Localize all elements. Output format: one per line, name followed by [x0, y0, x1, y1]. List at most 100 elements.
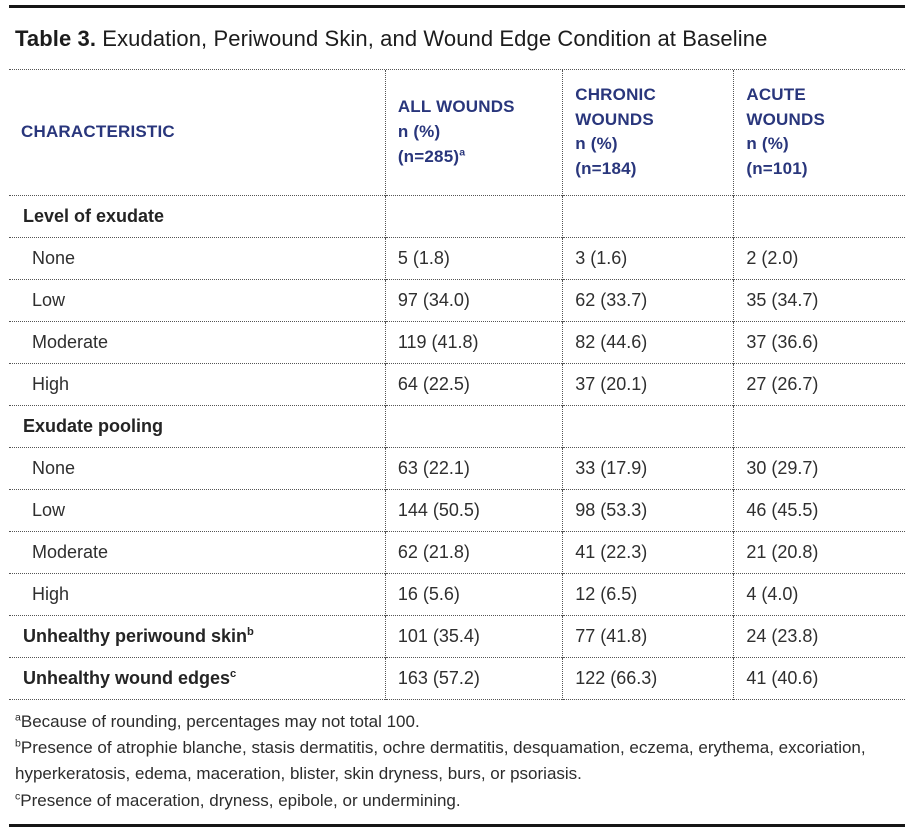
column-header-line: WOUNDS	[746, 109, 825, 129]
table-cell: 64 (22.5)	[384, 363, 563, 406]
table-row-section: Level of exudate	[9, 195, 905, 238]
table-cell	[562, 405, 734, 448]
column-header-line: ALL WOUNDS	[397, 97, 515, 117]
table-cell: 82 (44.6)	[562, 321, 734, 364]
row-label-text: Unhealthy periwound skin	[23, 625, 248, 646]
table-cell: 41 (40.6)	[733, 657, 905, 700]
column-header-label: CHARACTERISTIC	[21, 121, 175, 141]
table-cell	[384, 195, 563, 238]
table-cell	[733, 405, 905, 448]
table-number-label: Table 3.	[15, 26, 97, 51]
table-cell: 33 (17.9)	[562, 447, 734, 490]
footnote-a: aBecause of rounding, percentages may no…	[15, 709, 899, 735]
table-cell: 35 (34.7)	[733, 279, 905, 322]
row-label: None	[32, 457, 76, 478]
column-header-n: (n=101)	[746, 158, 808, 178]
table-row: Low 144 (50.5) 98 (53.3) 46 (45.5)	[9, 489, 905, 532]
table-cell: 5 (1.8)	[384, 237, 563, 280]
table-cell: 163 (57.2)	[384, 657, 563, 700]
table-cell: 27 (26.7)	[733, 363, 905, 406]
row-label: None	[32, 247, 76, 268]
table-cell	[384, 405, 563, 448]
row-label: Low	[32, 499, 66, 520]
column-header-line: n (%)	[746, 134, 789, 154]
footnote-b: bPresence of atrophie blanche, stasis de…	[15, 735, 899, 788]
top-rule	[9, 5, 905, 8]
column-header-acute-wounds: ACUTE WOUNDS n (%) (n=101)	[733, 70, 905, 196]
footnote-marker-a: a	[459, 145, 466, 158]
footnote-text: Presence of maceration, dryness, epibole…	[20, 790, 461, 810]
column-header-characteristic: CHARACTERISTIC	[9, 70, 385, 195]
table-row: Unhealthy wound edgesc 163 (57.2) 122 (6…	[9, 657, 905, 700]
row-label: Unhealthy wound edgesc	[9, 657, 385, 699]
column-header-line: n (%)	[575, 134, 618, 154]
table-cell	[562, 195, 734, 238]
row-label: Low	[32, 289, 66, 310]
table-cell: 24 (23.8)	[733, 615, 905, 658]
table-row: High 16 (5.6) 12 (6.5) 4 (4.0)	[9, 573, 905, 616]
table-cell: 63 (22.1)	[384, 447, 563, 490]
table-cell: 119 (41.8)	[384, 321, 563, 364]
table-title-text: Exudation, Periwound Skin, and Wound Edg…	[96, 26, 768, 51]
header-row: CHARACTERISTIC ALL WOUNDS n (%) (n=285)a…	[9, 70, 905, 196]
table-cell: 12 (6.5)	[562, 573, 734, 616]
page-title: Table 3. Exudation, Periwound Skin, and …	[9, 8, 905, 69]
footnote-text: Because of rounding, percentages may not…	[20, 711, 420, 731]
footnote-marker-c: c	[230, 667, 237, 680]
footnote-marker: c	[15, 789, 21, 802]
baseline-condition-table: CHARACTERISTIC ALL WOUNDS n (%) (n=285)a…	[9, 70, 905, 700]
table-row: Moderate 62 (21.8) 41 (22.3) 21 (20.8)	[9, 531, 905, 574]
table-cell: 98 (53.3)	[562, 489, 734, 532]
footnote-marker: a	[15, 710, 21, 723]
column-header-line: n (%)	[397, 121, 441, 141]
table-cell: 16 (5.6)	[384, 573, 563, 616]
row-label: Exudate pooling	[23, 415, 164, 436]
title-separator	[9, 69, 905, 70]
table-row: None 5 (1.8) 3 (1.6) 2 (2.0)	[9, 237, 905, 280]
table-cell: 41 (22.3)	[562, 531, 734, 574]
table-row: None 63 (22.1) 33 (17.9) 30 (29.7)	[9, 447, 905, 490]
table-cell: 37 (20.1)	[562, 363, 734, 406]
table-cell: 37 (36.6)	[733, 321, 905, 364]
row-label: Moderate	[32, 331, 109, 352]
row-label: High	[32, 373, 70, 394]
table-cell	[733, 195, 905, 238]
column-header-chronic-wounds: CHRONIC WOUNDS n (%) (n=184)	[562, 70, 734, 196]
table-cell: 46 (45.5)	[733, 489, 905, 532]
column-header-line: WOUNDS	[575, 109, 654, 129]
table-row: Moderate 119 (41.8) 82 (44.6) 37 (36.6)	[9, 321, 905, 364]
table-cell: 144 (50.5)	[384, 489, 563, 532]
column-header-line: (n=285)a	[398, 145, 550, 170]
table-cell: 30 (29.7)	[733, 447, 905, 490]
row-label: Unhealthy periwound skinb	[9, 615, 385, 657]
row-label: High	[32, 583, 70, 604]
table-cell: 3 (1.6)	[562, 237, 734, 280]
table-cell: 4 (4.0)	[733, 573, 905, 616]
row-label-text: Unhealthy wound edges	[23, 667, 231, 688]
table-cell: 62 (33.7)	[562, 279, 734, 322]
row-label: Level of exudate	[23, 205, 165, 226]
footnote-text: Presence of atrophie blanche, stasis der…	[15, 737, 866, 784]
footnote-marker-b: b	[247, 625, 254, 638]
footnote-c: cPresence of maceration, dryness, epibol…	[15, 788, 899, 814]
table-cell: 101 (35.4)	[384, 615, 563, 658]
bottom-rule	[9, 823, 905, 827]
table-row: Low 97 (34.0) 62 (33.7) 35 (34.7)	[9, 279, 905, 322]
table-row: Unhealthy periwound skinb 101 (35.4) 77 …	[9, 615, 905, 658]
column-header-line: CHRONIC	[575, 85, 656, 104]
table-row: High 64 (22.5) 37 (20.1) 27 (26.7)	[9, 363, 905, 406]
column-header-line: ACUTE	[746, 85, 806, 104]
column-header-all-wounds: ALL WOUNDS n (%) (n=285)a	[384, 70, 563, 196]
table-cell: 97 (34.0)	[384, 279, 563, 322]
table-cell: 77 (41.8)	[562, 615, 734, 658]
table-cell: 21 (20.8)	[733, 531, 905, 574]
table-cell: 2 (2.0)	[733, 237, 905, 280]
table-cell: 62 (21.8)	[384, 531, 563, 574]
table-row-section: Exudate pooling	[9, 405, 905, 448]
table-cell: 122 (66.3)	[562, 657, 734, 700]
column-header-n: (n=184)	[575, 158, 637, 178]
column-header-n: (n=285)	[397, 146, 460, 166]
footnotes: aBecause of rounding, percentages may no…	[9, 700, 905, 824]
footnote-marker: b	[15, 737, 21, 750]
